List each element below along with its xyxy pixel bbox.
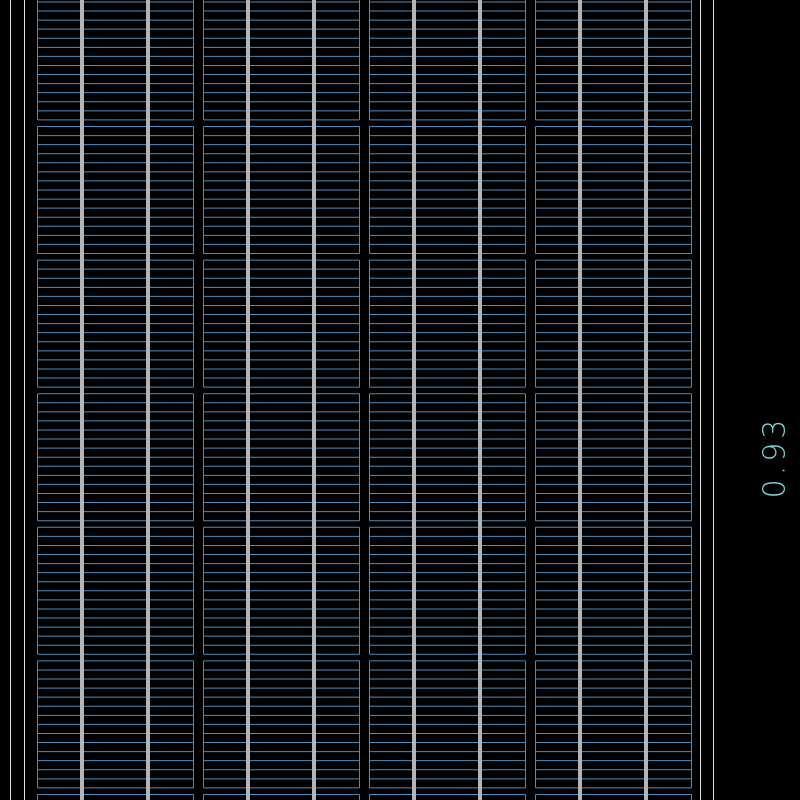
busbar [412, 0, 416, 800]
busbar [644, 0, 648, 800]
busbar [80, 0, 84, 800]
busbar [312, 0, 316, 800]
busbar [478, 0, 482, 800]
busbar [146, 0, 150, 800]
busbar [578, 0, 582, 800]
busbar [246, 0, 250, 800]
dimension-label: 0.93 [757, 415, 793, 499]
